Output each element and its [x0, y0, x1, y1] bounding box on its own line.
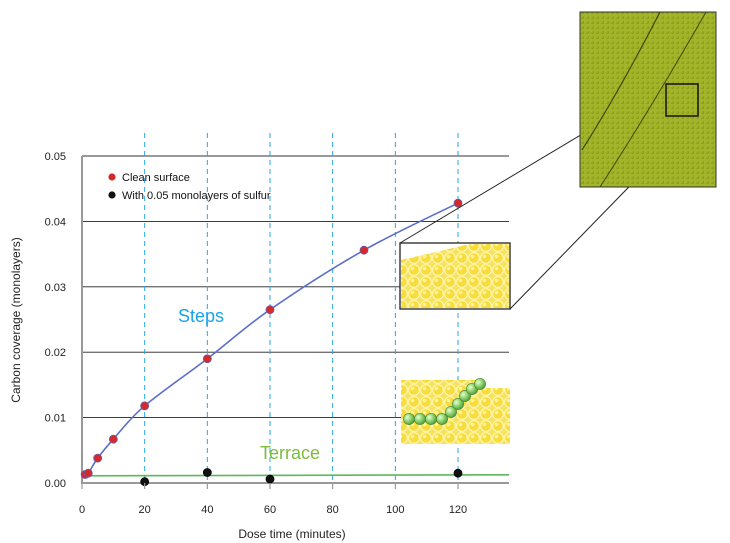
chain-atom	[414, 413, 426, 425]
data-points	[80, 198, 463, 487]
fit-lines	[84, 202, 510, 477]
x-tick-label: 20	[139, 504, 151, 516]
y-axis-label: Carbon coverage (monolayers)	[9, 237, 23, 402]
step-atoms-inset	[399, 242, 511, 310]
y-tick-label: 0.04	[45, 216, 66, 228]
steps-fit-line	[84, 202, 459, 476]
y-tick-label: 0.05	[45, 151, 66, 163]
legend-label-sulfur: With 0.05 monolayers of sulfur	[122, 190, 271, 202]
chain-atom	[436, 413, 448, 425]
clean-surface-point	[359, 245, 369, 255]
clean-surface-point	[202, 354, 212, 364]
chain-atom	[452, 398, 464, 410]
legend-label-clean: Clean surface	[122, 172, 190, 184]
sulfur-point	[202, 468, 212, 477]
y-tick-label: 0.03	[45, 282, 66, 294]
adsorbed-chain	[403, 378, 486, 425]
steps-label: Steps	[178, 306, 224, 326]
y-tick-label: 0.00	[45, 478, 66, 490]
terrace-label: Terrace	[260, 443, 320, 463]
sulfur-point	[453, 468, 463, 478]
chain-atom	[474, 378, 486, 390]
chain-atom	[445, 406, 457, 418]
x-tick-label: 100	[386, 504, 404, 516]
legend-marker-clean	[108, 173, 116, 181]
chain-atom	[403, 413, 415, 425]
clean-surface-point	[93, 453, 103, 463]
y-tick-labels: 0.00 0.01 0.02 0.03 0.04 0.05	[45, 151, 66, 490]
y-tick-label: 0.02	[45, 347, 66, 359]
terrace-atoms-inset	[401, 378, 510, 444]
x-tick-label: 0	[79, 504, 85, 516]
x-tick-label: 60	[264, 504, 276, 516]
x-tick-label: 40	[201, 504, 213, 516]
sulfur-point	[265, 474, 275, 484]
terrace-fit-line	[85, 474, 510, 477]
y-tick-label: 0.01	[45, 413, 66, 425]
zoom-region-box	[665, 83, 699, 117]
x-axis-label: Dose time (minutes)	[238, 527, 345, 541]
chain-atom	[425, 413, 437, 425]
clean-surface-point	[265, 305, 275, 315]
chain-atom	[459, 390, 471, 402]
x-tick-label: 80	[327, 504, 339, 516]
horizontal-gridlines	[81, 155, 509, 484]
legend: Clean surface With 0.05 monolayers of su…	[108, 172, 271, 202]
clean-surface-point	[108, 434, 118, 444]
x-tick-label: 120	[449, 504, 467, 516]
clean-surface-point	[83, 468, 93, 478]
surface-microscopy-inset	[579, 11, 717, 188]
x-tick-labels: 0 20 40 60 80 100 120	[79, 483, 467, 516]
clean-surface-point	[140, 401, 150, 411]
clean-surface-point	[453, 198, 463, 208]
legend-marker-sulfur	[108, 191, 116, 199]
